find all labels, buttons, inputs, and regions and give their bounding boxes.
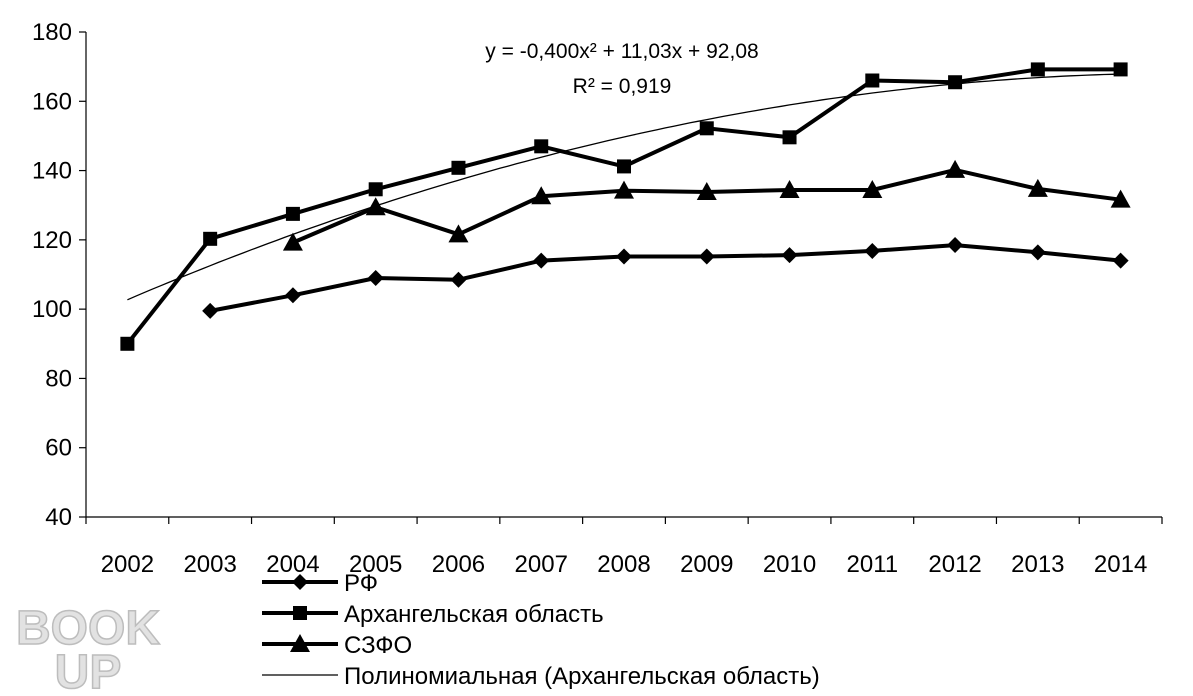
data-point <box>533 252 550 269</box>
data-point <box>945 159 966 178</box>
data-point <box>1110 189 1131 208</box>
legend-label: Полиномиальная (Архангельская область) <box>344 663 820 690</box>
data-point <box>779 179 800 198</box>
tick-labels: 40 60 80 100 120 140 160 180 2002 2003 2004 2005 200… <box>32 19 1147 578</box>
legend-label: Архангельская область <box>344 601 604 628</box>
data-point <box>282 232 303 251</box>
legend-label: РФ <box>344 570 378 597</box>
x-tick-label: 2008 <box>597 551 650 578</box>
data-point <box>614 180 634 199</box>
legend-swatch-marker <box>292 574 308 590</box>
watermark-line2: UP <box>55 646 122 692</box>
legend-swatch-marker <box>290 634 310 652</box>
x-tick-label: 2002 <box>101 551 154 578</box>
data-point <box>448 224 469 243</box>
y-tick-label: 40 <box>45 504 72 531</box>
data-point <box>1030 62 1045 77</box>
data-point <box>367 269 384 286</box>
legend-item: СЗФО <box>262 632 412 659</box>
legend-item: Полиномиальная (Архангельская область) <box>262 663 820 690</box>
y-tick-label: 140 <box>32 158 72 185</box>
series-line <box>292 167 1121 245</box>
data-point <box>284 287 301 304</box>
data-point <box>1029 244 1046 261</box>
series-2 <box>120 62 1128 351</box>
data-point <box>534 139 549 154</box>
series-group <box>120 62 1131 351</box>
data-point <box>451 160 466 175</box>
x-tick-label: 2004 <box>266 551 319 578</box>
data-point <box>1113 62 1128 77</box>
x-tick-label: 2009 <box>680 551 733 578</box>
series-line <box>209 243 1121 313</box>
y-tick-label: 180 <box>32 19 72 46</box>
data-point <box>1112 252 1129 269</box>
y-tick-label: 100 <box>32 296 72 323</box>
data-point <box>699 121 714 136</box>
data-point <box>203 231 218 246</box>
x-tick-label: 2014 <box>1094 551 1147 578</box>
data-point <box>450 271 467 288</box>
x-tick-label: 2005 <box>349 551 402 578</box>
data-point <box>368 182 383 197</box>
equation-label: y = -0,400x² + 11,03x + 92,08 <box>485 40 758 63</box>
trendline-equation: y = -0,400x² + 11,03x + 92,08 R² = 0,919 <box>485 40 758 98</box>
bookup-watermark: BOOK UP <box>15 601 161 692</box>
data-point <box>1027 178 1048 197</box>
x-tick-label: 2010 <box>763 551 816 578</box>
data-point <box>531 186 552 205</box>
x-tick-label: 2011 <box>847 551 899 578</box>
data-point <box>698 248 715 265</box>
data-point <box>202 302 219 319</box>
x-tick-label: 2006 <box>432 551 485 578</box>
data-point <box>696 182 717 201</box>
data-point <box>120 336 135 351</box>
x-tick-label: 2007 <box>515 551 568 578</box>
x-tick-label: 2013 <box>1011 551 1064 578</box>
series-line <box>125 67 1121 346</box>
x-tick-label: 2012 <box>928 551 981 578</box>
legend-item: РФ <box>262 570 378 597</box>
data-point <box>781 247 798 264</box>
data-point <box>616 248 632 265</box>
data-point <box>617 159 631 174</box>
series-1 <box>202 237 1129 319</box>
y-tick-label: 80 <box>45 365 72 392</box>
series-3 <box>282 159 1131 251</box>
data-point <box>948 75 963 90</box>
legend-item: Архангельская область <box>262 601 604 628</box>
data-point <box>782 130 797 145</box>
watermark-line1: BOOK <box>16 602 160 655</box>
y-tick-label: 120 <box>32 227 72 254</box>
r-squared-label: R² = 0,919 <box>573 75 672 98</box>
data-point <box>947 237 964 254</box>
axes <box>79 31 1163 524</box>
data-point <box>365 197 386 216</box>
y-tick-label: 160 <box>32 88 72 115</box>
data-point <box>862 179 883 198</box>
x-tick-label: 2003 <box>183 551 236 578</box>
legend-swatch-marker <box>293 606 307 620</box>
y-tick-label: 60 <box>45 435 72 462</box>
data-point <box>865 73 880 88</box>
legend: РФ Архангельская область СЗФО Полиномиальна… <box>262 570 820 690</box>
legend-label: СЗФО <box>344 632 412 659</box>
data-point <box>285 206 300 221</box>
data-point <box>864 242 881 259</box>
